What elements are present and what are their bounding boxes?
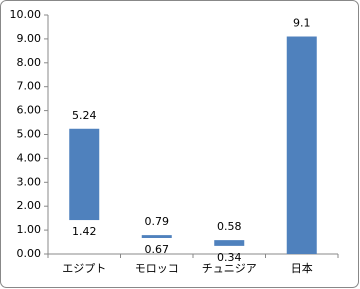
low-label: 0.67 [145,243,170,256]
y-tick-label: 9.00 [17,32,42,45]
y-tick-label: 5.00 [17,128,42,141]
high-label: 5.24 [72,109,97,122]
y-tick-label: 0.00 [17,247,42,260]
bar [141,235,172,238]
x-tick-label: 日本 [291,261,313,275]
y-tick-label: 3.00 [17,175,42,188]
y-tick-label: 10.00 [10,8,42,21]
high-label: 0.58 [217,220,242,233]
y-tick-label: 4.00 [17,151,42,164]
bar [214,240,245,246]
low-label: 0.34 [217,251,242,264]
x-tick-label: エジプト [62,262,106,275]
y-tick-label: 8.00 [17,56,42,69]
high-label: 0.79 [145,215,170,228]
low-label: 1.42 [72,225,97,238]
x-tick-label: チュニジア [202,262,257,275]
y-tick-label: 7.00 [17,80,42,93]
bar [286,36,317,255]
y-tick-label: 6.00 [17,104,42,117]
x-tick-label: モロッコ [135,262,179,275]
y-tick-label: 1.00 [17,223,42,236]
bar [69,128,100,221]
high-label: 9.1 [293,17,311,30]
y-tick-label: 2.00 [17,199,42,212]
